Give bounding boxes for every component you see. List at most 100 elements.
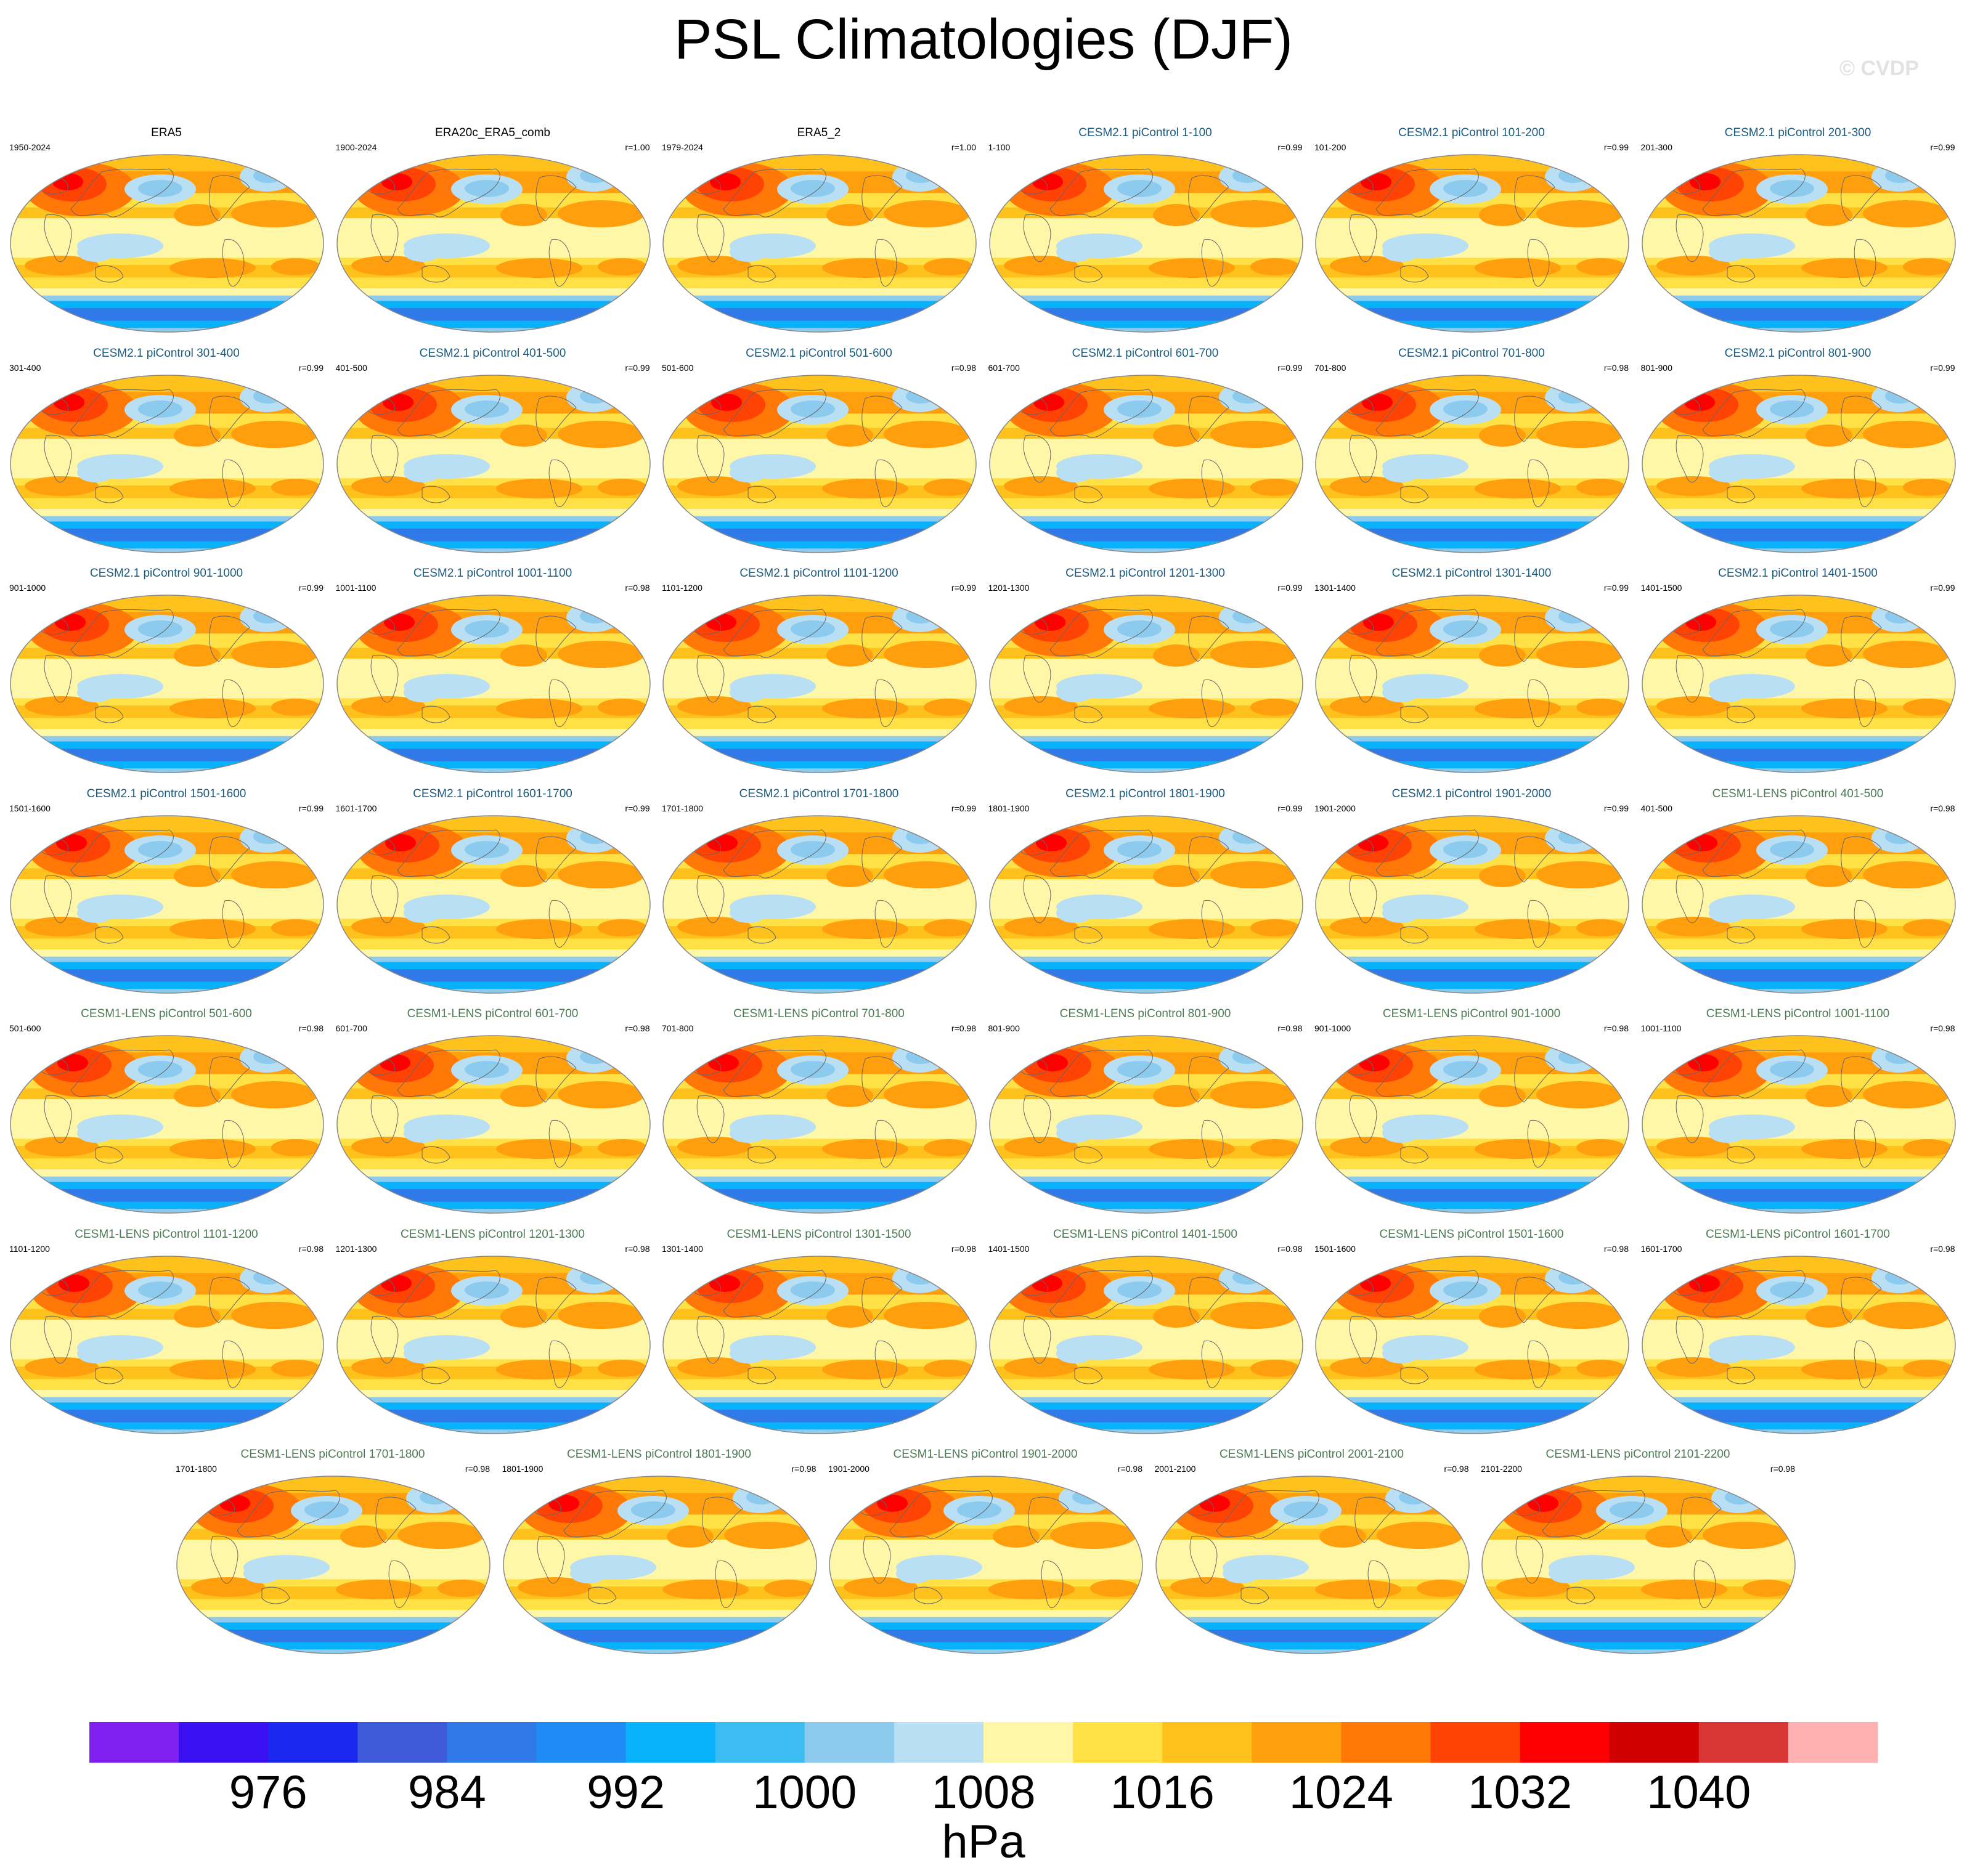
map-panel-grid: ERA5 1950-2024 ERA20c_ERA5_comb 1900-2024 r=…: [3, 126, 1961, 1657]
panel-correlation: r=0.99: [1603, 803, 1629, 813]
panel-title: CESM1-LENS piControl 1301-1500: [727, 1227, 911, 1241]
map-panel: ERA5 1950-2024: [3, 126, 330, 336]
panel-period: 1101-1200: [9, 1243, 50, 1254]
panel-title: CESM1-LENS piControl 2101-2200: [1546, 1448, 1730, 1461]
map-panel: CESM1-LENS piControl 901-1000 901-1000 r=0…: [1308, 1007, 1635, 1217]
panel-title: CESM1-LENS piControl 1801-1900: [567, 1448, 751, 1461]
colorbar-swatch: [1788, 1722, 1878, 1763]
map-panel: CESM1-LENS piControl 1101-1200 1101-1200 r…: [3, 1228, 330, 1437]
panel-period: 801-900: [988, 1023, 1020, 1033]
panel-title: CESM2.1 piControl 1401-1500: [1718, 567, 1878, 580]
panel-title: CESM1-LENS piControl 401-500: [1712, 787, 1884, 800]
panel-correlation: r=0.99: [1930, 362, 1955, 373]
panel-period: 1401-1500: [988, 1243, 1030, 1254]
colorbar-tick-label: 1040: [1647, 1766, 1751, 1819]
map-panel: CESM2.1 piControl 601-700 601-700 r=0.99: [982, 347, 1309, 556]
panel-period: 1301-1400: [662, 1243, 703, 1254]
panel-correlation: r=0.99: [1277, 362, 1303, 373]
map-panel: CESM1-LENS piControl 2101-2200 2101-2200 r…: [1475, 1448, 1801, 1657]
colorbar: 976 984 992 1000 1008 1016 1024 1032 1040 hPa: [89, 1722, 1878, 1868]
panel-title: ERA5_2: [797, 126, 841, 139]
map-panel: CESM1-LENS piControl 1301-1500 1301-1400 r…: [656, 1228, 982, 1437]
colorbar-swatch: [1520, 1722, 1610, 1763]
psl-map: [336, 595, 651, 773]
psl-map: [502, 1476, 817, 1654]
panel-title: CESM2.1 piControl 1701-1800: [739, 787, 899, 800]
panel-title: CESM1-LENS piControl 1201-1300: [401, 1227, 585, 1241]
panel-title: CESM1-LENS piControl 2001-2100: [1220, 1448, 1404, 1461]
panel-period: 1001-1100: [335, 583, 377, 593]
colorbar-swatch: [1252, 1722, 1342, 1763]
panel-correlation: r=0.99: [1277, 142, 1303, 152]
psl-map: [1641, 595, 1956, 773]
colorbar-tick-label: 992: [587, 1766, 665, 1819]
colorbar-tick-label: 976: [229, 1766, 307, 1819]
panel-correlation: r=0.98: [1117, 1464, 1142, 1474]
panel-correlation: r=0.99: [1603, 583, 1629, 593]
panel-title: CESM2.1 piControl 901-1000: [89, 567, 243, 580]
panel-correlation: r=0.99: [625, 362, 650, 373]
colorbar-tick-label: 1000: [752, 1766, 857, 1819]
psl-map: [1315, 595, 1629, 773]
map-panel: CESM2.1 piControl 1501-1600 1501-1600 r=0.…: [3, 787, 330, 997]
map-panel: CESM1-LENS piControl 1701-1800 1701-1800 r…: [169, 1448, 496, 1657]
colorbar-swatch: [1430, 1722, 1521, 1763]
psl-map: [662, 1035, 977, 1214]
panel-correlation: r=0.98: [298, 1023, 324, 1033]
panel-period: 601-700: [988, 362, 1020, 373]
panel-correlation: r=0.99: [298, 583, 324, 593]
panel-period: 1950-2024: [9, 142, 51, 152]
map-panel: CESM2.1 piControl 301-400 301-400 r=0.99: [3, 347, 330, 556]
panel-correlation: r=0.98: [625, 583, 650, 593]
psl-map: [1641, 154, 1956, 333]
psl-map: [1315, 1255, 1629, 1434]
map-panel: CESM2.1 piControl 1101-1200 1101-1200 r=0.…: [656, 567, 982, 776]
psl-map: [336, 1255, 651, 1434]
psl-map: [1315, 374, 1629, 553]
panel-period: 1701-1800: [176, 1464, 217, 1474]
panel-period: 501-600: [9, 1023, 41, 1033]
map-panel: CESM2.1 piControl 1301-1400 1301-1400 r=0.…: [1308, 567, 1635, 776]
map-panel: CESM1-LENS piControl 1201-1300 1201-1300 r…: [330, 1228, 656, 1437]
panel-period: 1901-2000: [1314, 803, 1356, 813]
colorbar-swatch: [268, 1722, 358, 1763]
panel-period: 1-100: [988, 142, 1011, 152]
colorbar-swatch: [89, 1722, 179, 1763]
psl-map: [1641, 1035, 1956, 1214]
map-panel: CESM2.1 piControl 1901-2000 1901-2000 r=0.…: [1308, 787, 1635, 997]
map-panel: CESM2.1 piControl 901-1000 901-1000 r=0.99: [3, 567, 330, 776]
map-panel: CESM2.1 piControl 201-300 201-300 r=0.99: [1635, 126, 1961, 336]
panel-period: 1401-1500: [1640, 583, 1682, 593]
panel-period: 501-600: [662, 362, 694, 373]
panel-period: 901-1000: [9, 583, 46, 593]
panel-title: CESM2.1 piControl 1-100: [1078, 126, 1212, 139]
panel-title: CESM2.1 piControl 201-300: [1724, 126, 1871, 139]
panel-period: 1979-2024: [662, 142, 703, 152]
panel-title: CESM1-LENS piControl 501-600: [81, 1007, 252, 1020]
colorbar-swatch: [894, 1722, 984, 1763]
panel-title: CESM2.1 piControl 1301-1400: [1391, 567, 1552, 580]
panel-period: 1601-1700: [1640, 1243, 1682, 1254]
panel-correlation: r=0.98: [1930, 1023, 1955, 1033]
panel-title: CESM2.1 piControl 1901-2000: [1391, 787, 1552, 800]
panel-title: CESM1-LENS piControl 701-800: [733, 1007, 905, 1020]
panel-correlation: r=0.98: [298, 1243, 324, 1254]
panel-correlation: r=0.98: [625, 1023, 650, 1033]
panel-title: CESM2.1 piControl 601-700: [1072, 346, 1219, 360]
map-panel: ERA5_2 1979-2024 r=1.00: [656, 126, 982, 336]
colorbar-units-label: hPa: [942, 1816, 1025, 1868]
panel-correlation: r=0.99: [1277, 583, 1303, 593]
map-panel: CESM1-LENS piControl 701-800 701-800 r=0.9…: [656, 1007, 982, 1217]
psl-map: [10, 1255, 324, 1434]
panel-correlation: r=0.98: [1930, 1243, 1955, 1254]
map-panel: CESM1-LENS piControl 801-900 801-900 r=0.9…: [982, 1007, 1309, 1217]
psl-map: [10, 595, 324, 773]
panel-title: CESM2.1 piControl 1501-1600: [86, 787, 246, 800]
panel-correlation: r=1.00: [951, 142, 976, 152]
psl-map: [662, 154, 977, 333]
map-panel: CESM1-LENS piControl 501-600 501-600 r=0.9…: [3, 1007, 330, 1217]
panel-correlation: r=0.99: [1277, 803, 1303, 813]
map-panel: CESM1-LENS piControl 1901-2000 1901-2000 r…: [822, 1448, 1149, 1657]
panel-period: 1901-2000: [828, 1464, 869, 1474]
panel-period: 301-400: [9, 362, 41, 373]
